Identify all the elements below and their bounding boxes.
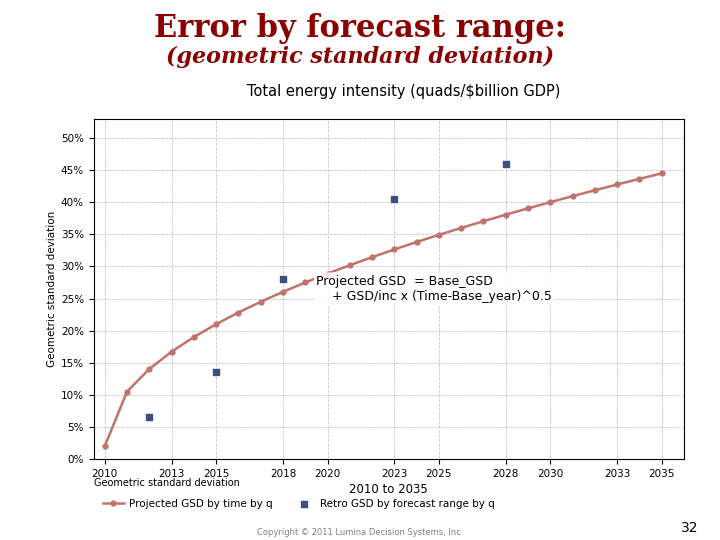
Projected GSD by time by q — [390, 246, 399, 253]
Projected GSD by time by q — [167, 348, 176, 355]
Retro GSD by forecast range by q — [389, 195, 400, 204]
Text: Error by forecast range:: Error by forecast range: — [154, 14, 566, 44]
Projected GSD by time by q — [657, 170, 666, 177]
Projected GSD by time by q — [100, 443, 109, 449]
Projected GSD by time by q — [189, 334, 198, 340]
Retro GSD by forecast range by q — [500, 159, 511, 168]
Projected GSD by time by q — [480, 218, 488, 225]
Projected GSD by time by q — [613, 181, 621, 188]
Projected GSD by time by q — [523, 205, 532, 212]
Projected GSD by time by q — [145, 366, 153, 372]
Text: Total energy intensity (quads/$billion GDP): Total energy intensity (quads/$billion G… — [246, 84, 560, 99]
Projected GSD by time by q — [279, 288, 287, 295]
Projected GSD by time by q — [368, 254, 377, 260]
Projected GSD by time by q — [501, 212, 510, 218]
Projected GSD by time by q — [212, 321, 220, 327]
Projected GSD by time by q — [635, 176, 644, 182]
Text: 32: 32 — [681, 521, 698, 535]
Projected GSD by time by q — [590, 187, 599, 193]
Projected GSD by time by q — [301, 279, 310, 286]
Projected GSD by time by q — [546, 199, 554, 205]
Text: (geometric standard deviation): (geometric standard deviation) — [166, 46, 554, 68]
Projected GSD by time by q — [346, 262, 354, 268]
Line: Projected GSD by time by q: Projected GSD by time by q — [102, 171, 664, 449]
Text: Projected GSD  = Base_GSD
    + GSD/inc x (Time-Base_year)^0.5: Projected GSD = Base_GSD + GSD/inc x (Ti… — [316, 275, 552, 303]
Legend: Projected GSD by time by q, Retro GSD by forecast range by q: Projected GSD by time by q, Retro GSD by… — [99, 495, 498, 513]
Retro GSD by forecast range by q — [143, 413, 155, 422]
Projected GSD by time by q — [568, 193, 577, 199]
Retro GSD by forecast range by q — [210, 368, 222, 377]
Retro GSD by forecast range by q — [277, 275, 289, 284]
Projected GSD by time by q — [435, 232, 444, 238]
Text: Copyright © 2011 Lumina Decision Systems, Inc.: Copyright © 2011 Lumina Decision Systems… — [257, 528, 463, 537]
Projected GSD by time by q — [122, 388, 131, 395]
X-axis label: 2010 to 2035: 2010 to 2035 — [349, 483, 428, 496]
Projected GSD by time by q — [256, 299, 265, 305]
Projected GSD by time by q — [457, 225, 466, 231]
Projected GSD by time by q — [234, 309, 243, 316]
Projected GSD by time by q — [323, 271, 332, 277]
Text: Geometric standard deviation: Geometric standard deviation — [94, 478, 240, 488]
Y-axis label: Geometric standard deviation: Geometric standard deviation — [47, 211, 57, 367]
Projected GSD by time by q — [413, 239, 421, 245]
